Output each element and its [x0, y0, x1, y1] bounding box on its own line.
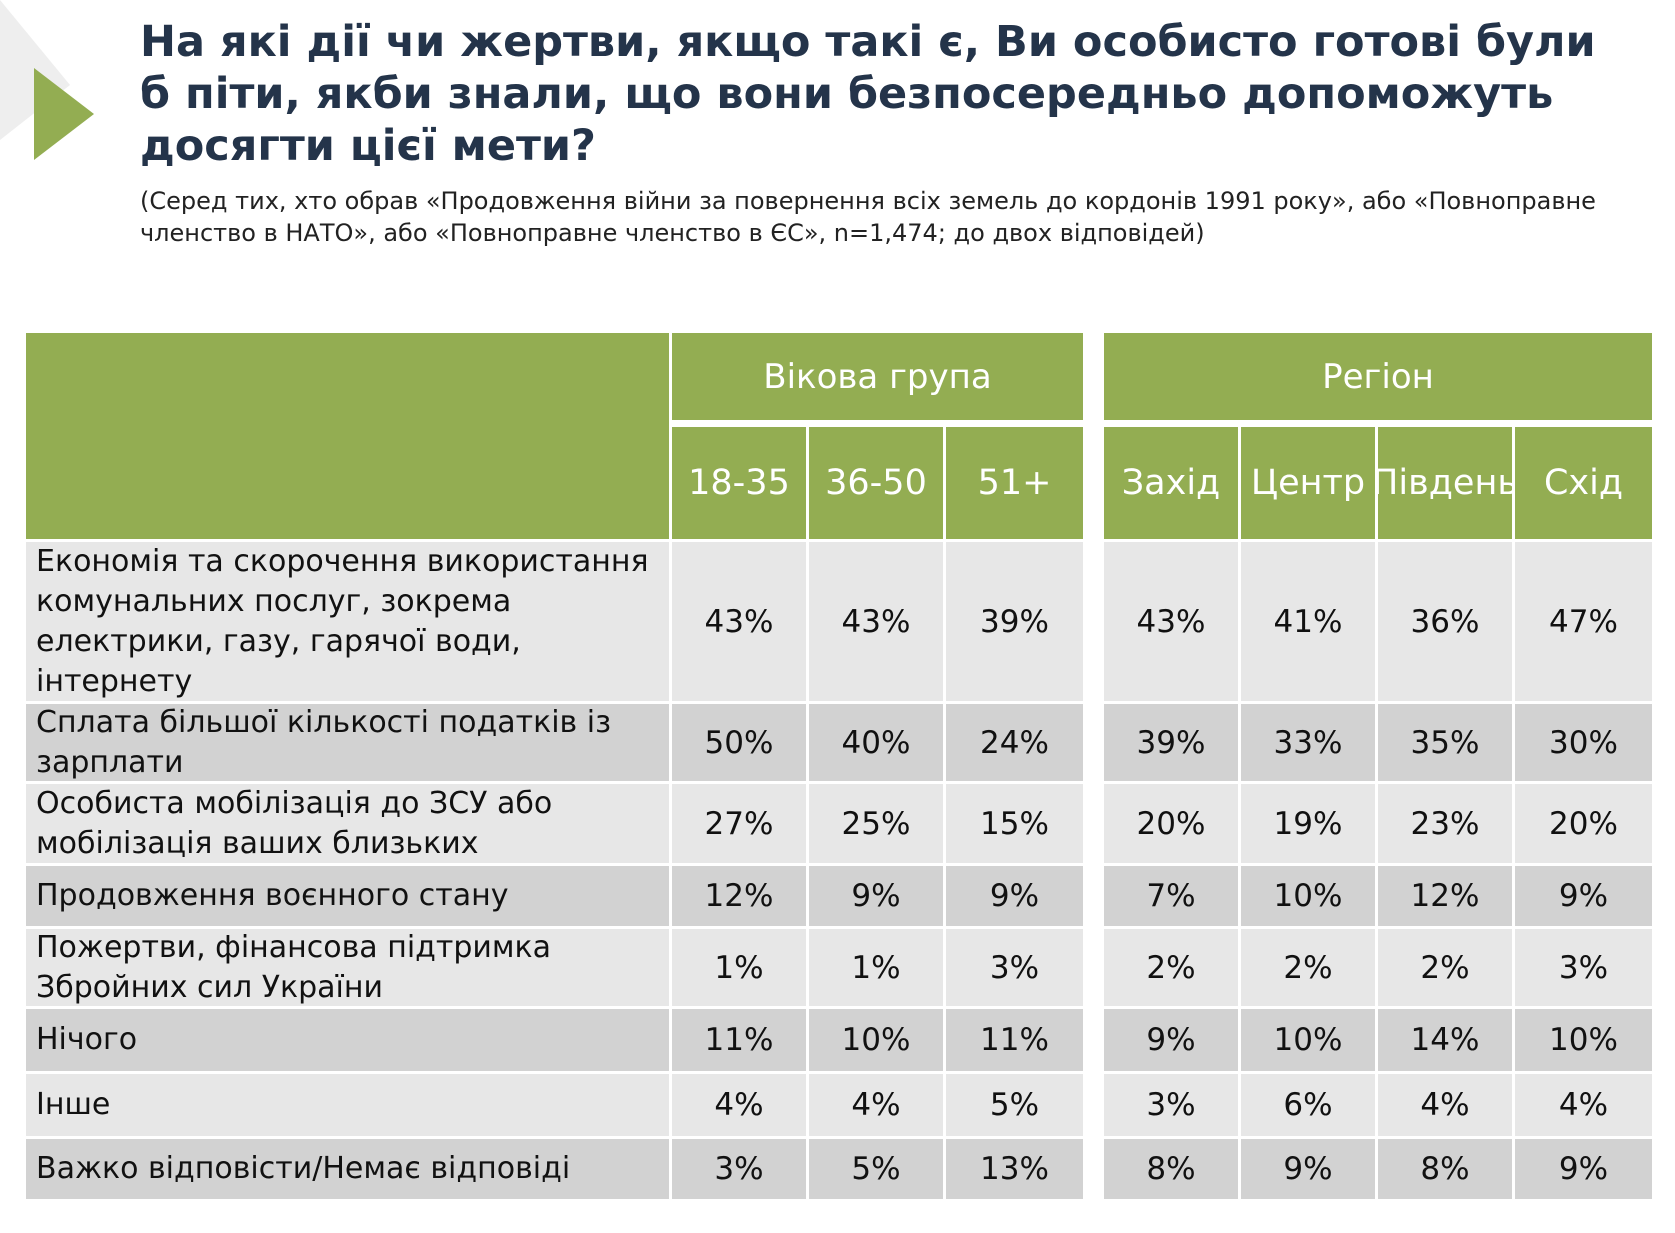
value-cell: 43%	[672, 539, 809, 701]
table-corner-header	[26, 333, 672, 539]
value-cell: 4%	[809, 1071, 946, 1136]
row-label: Продовження воєнного стану	[26, 863, 672, 926]
decorative-arrow-shape	[0, 0, 94, 160]
value-cell: 4%	[1515, 1071, 1652, 1136]
value-cell: 4%	[672, 1071, 809, 1136]
value-cell: 43%	[809, 539, 946, 701]
column-header-18-35: 18-35	[672, 427, 809, 539]
column-header-51-plus: 51+	[946, 427, 1083, 539]
row-label: Сплата більшої кількості податків із зар…	[26, 701, 672, 781]
row-label: Особиста мобілізація до ЗСУ або мобіліза…	[26, 781, 672, 863]
value-cell: 4%	[1378, 1071, 1515, 1136]
value-cell: 3%	[1515, 926, 1652, 1006]
value-cell: 10%	[1515, 1006, 1652, 1071]
row-label: Пожертви, фінансова підтримка Збройних с…	[26, 926, 672, 1006]
value-cell: 14%	[1378, 1006, 1515, 1071]
value-cell: 1%	[809, 926, 946, 1006]
value-cell: 8%	[1104, 1136, 1241, 1199]
value-cell: 8%	[1378, 1136, 1515, 1199]
column-header-east: Схід	[1515, 427, 1652, 539]
value-cell: 5%	[946, 1071, 1083, 1136]
value-cell: 5%	[809, 1136, 946, 1199]
value-cell: 9%	[1515, 863, 1652, 926]
value-cell: 41%	[1241, 539, 1378, 701]
value-cell: 43%	[1104, 539, 1241, 701]
value-cell: 7%	[1104, 863, 1241, 926]
page-subtitle: (Серед тих, хто обрав «Продовження війни…	[140, 187, 1596, 247]
value-cell: 11%	[672, 1006, 809, 1071]
value-cell: 24%	[946, 701, 1083, 781]
value-cell: 20%	[1104, 781, 1241, 863]
row-label: Нічого	[26, 1006, 672, 1071]
value-cell: 30%	[1515, 701, 1652, 781]
column-header-36-50: 36-50	[809, 427, 946, 539]
value-cell: 10%	[1241, 1006, 1378, 1071]
row-label: Економія та скорочення використання кому…	[26, 539, 672, 701]
value-cell: 1%	[672, 926, 809, 1006]
value-cell: 33%	[1241, 701, 1378, 781]
row-label: Інше	[26, 1071, 672, 1136]
value-cell: 11%	[946, 1006, 1083, 1071]
value-cell: 10%	[1241, 863, 1378, 926]
value-cell: 23%	[1378, 781, 1515, 863]
column-header-west: Захід	[1104, 427, 1241, 539]
value-cell: 3%	[946, 926, 1083, 1006]
value-cell: 19%	[1241, 781, 1378, 863]
value-cell: 27%	[672, 781, 809, 863]
value-cell: 35%	[1378, 701, 1515, 781]
column-header-center: Центр	[1241, 427, 1378, 539]
value-cell: 13%	[946, 1136, 1083, 1199]
value-cell: 3%	[1104, 1071, 1241, 1136]
value-cell: 2%	[1241, 926, 1378, 1006]
group-separator	[1083, 333, 1104, 1199]
value-cell: 39%	[946, 539, 1083, 701]
page-title: На які дії чи жертви, якщо такі є, Ви ос…	[140, 17, 1596, 171]
value-cell: 9%	[809, 863, 946, 926]
value-cell: 3%	[672, 1136, 809, 1199]
value-cell: 50%	[672, 701, 809, 781]
value-cell: 15%	[946, 781, 1083, 863]
row-label: Важко відповісти/Немає відповіді	[26, 1136, 672, 1199]
column-header-south: Південь	[1372, 427, 1518, 539]
value-cell: 10%	[809, 1006, 946, 1071]
value-cell: 39%	[1104, 701, 1241, 781]
value-cell: 9%	[1515, 1136, 1652, 1199]
value-cell: 40%	[809, 701, 946, 781]
value-cell: 6%	[1241, 1071, 1378, 1136]
value-cell: 9%	[1241, 1136, 1378, 1199]
value-cell: 25%	[809, 781, 946, 863]
group-header-age: Вікова група	[672, 333, 1083, 427]
value-cell: 12%	[672, 863, 809, 926]
value-cell: 9%	[946, 863, 1083, 926]
value-cell: 12%	[1378, 863, 1515, 926]
value-cell: 47%	[1515, 539, 1652, 701]
value-cell: 20%	[1515, 781, 1652, 863]
results-table: Вікова група Регіон 18-35 36-50 51+ Захі…	[26, 333, 1652, 1223]
group-header-region: Регіон	[1104, 333, 1652, 427]
value-cell: 2%	[1104, 926, 1241, 1006]
value-cell: 2%	[1378, 926, 1515, 1006]
value-cell: 9%	[1104, 1006, 1241, 1071]
value-cell: 36%	[1378, 539, 1515, 701]
